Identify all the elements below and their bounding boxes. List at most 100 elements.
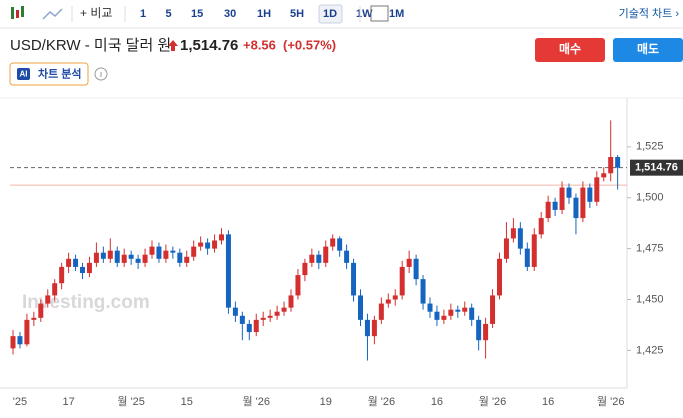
candle-body xyxy=(281,307,287,312)
candle-body xyxy=(364,319,370,337)
candle-body xyxy=(17,336,23,345)
candle-body xyxy=(295,275,301,296)
candle-body xyxy=(86,262,92,274)
candle-body xyxy=(142,254,148,263)
candle-body xyxy=(351,262,357,296)
watermark: Investing.com xyxy=(22,292,150,313)
candle-body xyxy=(10,336,16,349)
y-tick-label: 1,425 xyxy=(636,344,664,356)
candle-body xyxy=(580,187,586,219)
candle-body xyxy=(344,250,350,263)
candle-body xyxy=(378,303,384,320)
buy-button[interactable] xyxy=(535,38,605,62)
candle-body xyxy=(246,323,252,333)
interval-button[interactable]: 1M xyxy=(389,8,404,20)
candle-body xyxy=(267,315,273,318)
candle-body xyxy=(45,295,51,304)
candle-body xyxy=(205,242,211,249)
candle-body xyxy=(31,317,37,320)
candle-body xyxy=(441,315,447,320)
x-tick-label: 월 '26 xyxy=(368,395,396,408)
buy-label: 매수 xyxy=(559,41,581,56)
candle-body xyxy=(232,307,238,316)
interval-button[interactable]: 5H xyxy=(290,8,304,20)
candle-body xyxy=(448,309,454,316)
candle-body xyxy=(225,234,231,308)
candle-icon[interactable] xyxy=(11,6,24,19)
sell-button[interactable] xyxy=(613,38,683,62)
x-tick-label: 16 xyxy=(431,396,443,408)
last-price-tag xyxy=(630,159,683,176)
candle-body xyxy=(24,319,30,345)
candle-body xyxy=(38,303,44,318)
interval-button[interactable]: 5 xyxy=(166,8,172,20)
settings-icon[interactable] xyxy=(370,5,389,22)
y-tick-label: 1,500 xyxy=(636,192,664,204)
candle-body xyxy=(594,177,600,202)
info-icon[interactable] xyxy=(94,67,108,81)
x-tick-label: 17 xyxy=(62,396,74,408)
candle-body xyxy=(66,258,72,267)
icon-part xyxy=(16,10,19,18)
area-icon[interactable] xyxy=(42,8,63,20)
candle-body xyxy=(601,173,607,178)
candle-body xyxy=(59,266,65,284)
candle-body xyxy=(191,246,197,257)
candle-body xyxy=(274,311,280,316)
interval-button[interactable]: 15 xyxy=(191,8,203,20)
candle-body xyxy=(531,234,537,267)
candle-body xyxy=(615,157,621,168)
interval-button[interactable]: 1 xyxy=(140,8,146,20)
candle-body xyxy=(406,258,412,267)
candle-body xyxy=(358,295,363,320)
y-tick-label: 1,525 xyxy=(636,141,664,153)
candle-body xyxy=(524,248,530,267)
candle-body xyxy=(462,307,468,312)
candle-body xyxy=(135,258,141,263)
price-change: +8.56 xyxy=(243,37,276,52)
candle-body xyxy=(559,187,565,210)
candle-body xyxy=(490,295,496,324)
candle-body xyxy=(121,254,127,263)
interval-button[interactable]: 1H xyxy=(257,8,271,20)
candle-body xyxy=(371,319,377,337)
candle-body xyxy=(517,228,523,249)
price-change-percent: (+0.57%) xyxy=(283,37,336,52)
x-tick-label: 월 '26 xyxy=(242,395,270,408)
candle-body xyxy=(219,234,224,241)
candle-body xyxy=(184,256,190,263)
candle-body xyxy=(107,250,113,259)
candle-body xyxy=(587,187,593,202)
candle-body xyxy=(323,246,329,263)
candle-body xyxy=(538,218,544,235)
instrument-title: USD/KRW - 미국 달러 원 xyxy=(10,37,171,54)
x-tick-label: 월 '26 xyxy=(479,395,507,408)
candle-body xyxy=(212,240,218,249)
y-tick-label: 1,475 xyxy=(636,243,664,255)
technical-chart-link[interactable]: 기술적 차트 › xyxy=(619,7,680,20)
x-tick-label: 월 '25 xyxy=(117,395,145,408)
candle-body xyxy=(156,246,162,259)
candle-body xyxy=(483,323,489,341)
candle-body xyxy=(469,307,475,320)
candle-body xyxy=(73,258,79,267)
candle-body xyxy=(253,319,259,333)
candle-body xyxy=(420,279,426,304)
ai-analysis-button[interactable] xyxy=(9,62,89,86)
x-tick-label: 15 xyxy=(181,396,193,408)
candle-body xyxy=(330,238,336,247)
candle-body xyxy=(170,250,176,253)
candle-body xyxy=(337,238,343,251)
candle-body xyxy=(476,319,482,341)
interval-button[interactable]: 30 xyxy=(224,8,236,20)
compare-button[interactable]: + 비교 xyxy=(80,6,112,20)
candle-body xyxy=(260,317,266,320)
interval-button[interactable]: 1D xyxy=(323,8,337,20)
candle-body xyxy=(302,262,308,276)
sell-label: 매도 xyxy=(637,41,659,56)
candle-body xyxy=(239,315,245,324)
candle-body xyxy=(455,309,461,312)
x-tick-label: '25 xyxy=(13,396,27,408)
candle-body xyxy=(177,252,183,263)
